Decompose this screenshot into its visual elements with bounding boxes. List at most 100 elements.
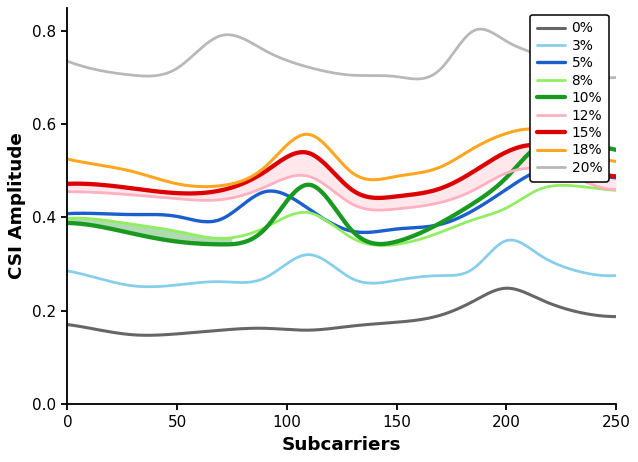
0% xyxy=(161,332,169,337)
20% xyxy=(477,26,484,32)
5% xyxy=(64,211,71,216)
8% xyxy=(161,226,168,232)
18% xyxy=(527,126,535,132)
5% xyxy=(388,227,396,232)
8% xyxy=(205,235,212,240)
20% xyxy=(312,67,320,72)
0% xyxy=(388,320,396,325)
3% xyxy=(388,279,396,284)
20% xyxy=(161,71,168,77)
10% xyxy=(612,147,619,152)
3% xyxy=(205,279,213,285)
3% xyxy=(507,237,514,243)
12% xyxy=(312,176,320,182)
8% xyxy=(64,216,71,221)
5% xyxy=(477,203,485,208)
3% xyxy=(313,254,320,259)
3% xyxy=(64,268,71,274)
Line: 8%: 8% xyxy=(68,185,616,245)
12% xyxy=(388,207,396,212)
10% xyxy=(220,242,228,247)
15% xyxy=(205,189,212,195)
20% xyxy=(205,39,212,45)
10% xyxy=(431,223,438,229)
5% xyxy=(161,212,168,218)
18% xyxy=(64,156,71,162)
18% xyxy=(205,184,213,189)
8% xyxy=(612,188,619,193)
20% xyxy=(478,26,486,32)
5% xyxy=(205,219,212,225)
20% xyxy=(612,75,619,80)
18% xyxy=(431,166,438,172)
12% xyxy=(612,187,619,192)
10% xyxy=(556,137,564,142)
5% xyxy=(612,175,619,181)
15% xyxy=(161,189,168,195)
10% xyxy=(477,195,485,201)
20% xyxy=(387,73,394,79)
18% xyxy=(313,135,320,140)
20% xyxy=(413,76,420,82)
3% xyxy=(161,283,169,289)
18% xyxy=(477,141,485,147)
15% xyxy=(64,181,71,187)
0% xyxy=(431,314,438,320)
0% xyxy=(477,294,485,300)
12% xyxy=(431,201,438,207)
10% xyxy=(313,185,320,190)
12% xyxy=(161,195,168,201)
3% xyxy=(477,259,485,264)
3% xyxy=(612,273,619,279)
12% xyxy=(529,165,537,171)
0% xyxy=(313,327,320,333)
15% xyxy=(312,153,320,159)
Line: 18%: 18% xyxy=(68,129,616,187)
10% xyxy=(64,220,71,226)
Line: 20%: 20% xyxy=(68,29,616,79)
18% xyxy=(388,175,396,180)
10% xyxy=(161,237,168,243)
18% xyxy=(612,158,619,164)
3% xyxy=(145,284,152,290)
8% xyxy=(477,214,485,220)
5% xyxy=(555,164,563,170)
15% xyxy=(612,174,619,179)
15% xyxy=(375,195,383,201)
8% xyxy=(388,242,396,248)
0% xyxy=(205,328,213,334)
15% xyxy=(388,194,396,200)
5% xyxy=(431,223,438,228)
0% xyxy=(144,333,151,338)
5% xyxy=(360,230,368,235)
X-axis label: Subcarriers: Subcarriers xyxy=(282,437,401,454)
Line: 0%: 0% xyxy=(68,288,616,335)
Line: 10%: 10% xyxy=(68,140,616,244)
10% xyxy=(388,240,396,245)
0% xyxy=(612,314,619,319)
18% xyxy=(161,178,168,183)
0% xyxy=(503,286,511,291)
Line: 12%: 12% xyxy=(68,168,616,210)
12% xyxy=(477,183,485,189)
15% xyxy=(431,188,438,193)
Y-axis label: CSI Amplitude: CSI Amplitude xyxy=(8,132,26,279)
18% xyxy=(201,184,209,189)
Legend: 0%, 3%, 5%, 8%, 10%, 12%, 15%, 18%, 20%: 0%, 3%, 5%, 8%, 10%, 12%, 15%, 18%, 20% xyxy=(530,14,609,182)
Line: 3%: 3% xyxy=(68,240,616,287)
Line: 15%: 15% xyxy=(68,145,616,198)
20% xyxy=(64,59,71,64)
15% xyxy=(531,142,538,148)
Line: 5%: 5% xyxy=(68,167,616,232)
8% xyxy=(312,212,320,218)
12% xyxy=(205,198,212,203)
8% xyxy=(431,231,438,237)
20% xyxy=(431,71,438,77)
12% xyxy=(375,207,383,213)
12% xyxy=(64,189,71,195)
10% xyxy=(205,241,212,247)
5% xyxy=(312,211,320,216)
8% xyxy=(559,182,567,188)
8% xyxy=(378,243,386,248)
3% xyxy=(431,273,438,279)
